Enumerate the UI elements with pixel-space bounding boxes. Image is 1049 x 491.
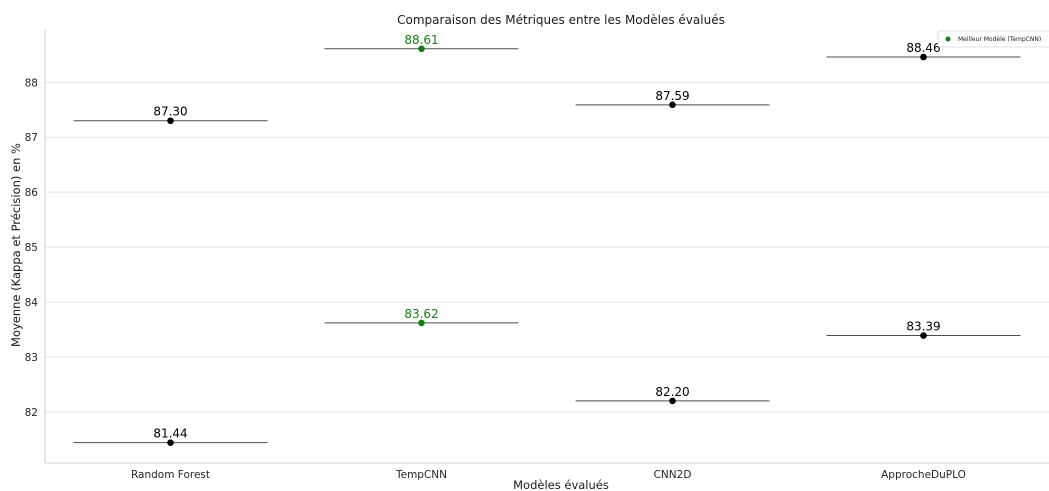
y-tick-label: 86 bbox=[25, 187, 39, 199]
x-axis-label: Modèles évalués bbox=[513, 478, 609, 491]
data-label: 83.39 bbox=[906, 320, 940, 334]
data-point bbox=[920, 332, 927, 339]
data-label: 82.20 bbox=[655, 385, 689, 399]
y-tick-label: 88 bbox=[25, 77, 38, 89]
data-point bbox=[418, 45, 425, 53]
x-tick-label: TempCNN bbox=[395, 469, 447, 481]
data-point bbox=[920, 53, 927, 61]
legend-label: Meilleur Modèle (TempCNN) bbox=[958, 36, 1041, 43]
axes: 82 83 84 85 86 87 88 Random Forest TempCNN CNN2D A… bbox=[25, 29, 1049, 481]
data-point bbox=[669, 101, 676, 109]
grid-lines bbox=[45, 81, 1049, 413]
legend-marker bbox=[945, 36, 951, 42]
y-tick-label: 82 bbox=[25, 407, 38, 419]
y-tick-label: 85 bbox=[25, 242, 38, 254]
data-label: 83.62 bbox=[404, 307, 438, 321]
y-axis-label: Moyenne (Kappa et Précision) en % bbox=[9, 143, 23, 347]
chart-title: Comparaison des Métriques entre les Modè… bbox=[397, 13, 725, 27]
data-point bbox=[418, 319, 425, 327]
data-label: 88.46 bbox=[906, 41, 940, 55]
data-label: 81.44 bbox=[153, 427, 187, 441]
x-tick-label: ApprocheDuPLO bbox=[881, 469, 966, 481]
legend-box bbox=[937, 30, 1049, 48]
data-marks: 87.30 81.44 88.61 83.62 87.59 82.20 88.46 83.39 bbox=[73, 33, 1021, 446]
data-label: 87.59 bbox=[655, 89, 689, 103]
data-point bbox=[669, 397, 676, 405]
data-point bbox=[167, 117, 174, 125]
y-tick-label: 83 bbox=[25, 352, 38, 364]
data-label: 87.30 bbox=[153, 105, 187, 119]
x-tick-label: Random Forest bbox=[131, 469, 210, 481]
data-label: 88.61 bbox=[404, 33, 438, 47]
y-tick-label: 84 bbox=[25, 297, 39, 309]
y-tick-label: 87 bbox=[25, 132, 38, 144]
data-point bbox=[167, 439, 174, 446]
legend: Meilleur Modèle (TempCNN) bbox=[937, 30, 1049, 48]
x-tick-label: CNN2D bbox=[654, 469, 692, 481]
